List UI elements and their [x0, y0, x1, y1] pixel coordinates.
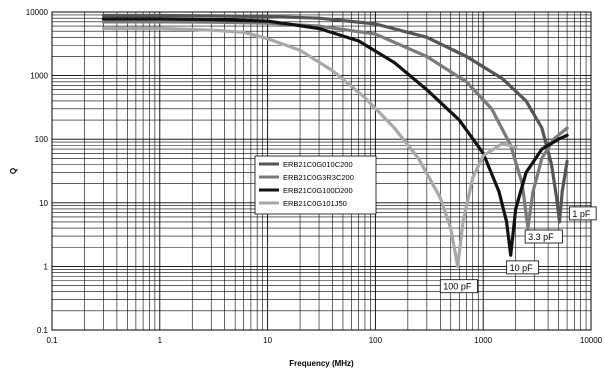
x-tick-label: 1000 [474, 336, 492, 345]
x-tick-label: 1 [158, 336, 163, 345]
y-tick-label: 100 [35, 135, 49, 144]
x-tick-label: 0.1 [46, 336, 58, 345]
x-tick-label: 10000 [580, 336, 603, 345]
series-line-4 [101, 26, 518, 268]
y-tick-label: 10 [39, 199, 48, 208]
tick-labels: 0.1 1 10 100 1000 10000 0.1 1 10 100 1000 10000 [26, 8, 603, 345]
y-axis-title: Q [9, 168, 18, 174]
legend: ERB21C0G010C200 ERB21C0G3R3C200 ERB21C0G10… [254, 155, 377, 215]
legend-label: ERB21C0G101J50 [283, 199, 347, 208]
callout-label: 100 pF [443, 282, 472, 292]
y-tick-label: 1 [44, 262, 49, 271]
y-tick-label: 10000 [26, 8, 49, 17]
grid [51, 12, 591, 331]
legend-label: ERB21C0G010C200 [283, 160, 353, 169]
y-tick-label: 1000 [30, 72, 48, 81]
callout-label: 3.3 pF [528, 232, 554, 242]
series-line-3 [101, 17, 569, 257]
callout-box [439, 279, 478, 294]
series-line-2 [101, 20, 569, 230]
plot-area-border [51, 11, 592, 331]
x-tick-label: 10 [263, 336, 272, 345]
series-lines [101, 13, 569, 268]
callout-box [568, 206, 597, 221]
series-line-1 [101, 13, 569, 224]
y-tick-label: 0.1 [37, 326, 49, 335]
callout-label: 10 pF [510, 263, 534, 273]
callout-box [524, 229, 563, 244]
x-axis-title: Frequency (MHz) [289, 359, 354, 368]
plot-frame [51, 11, 592, 331]
x-tick-label: 100 [369, 336, 383, 345]
callout-box [506, 260, 540, 275]
legend-label: ERB21C0G100D200 [283, 186, 353, 195]
legend-label: ERB21C0G3R3C200 [283, 173, 354, 182]
series-callouts: 1 pF 3.3 pF 10 pF 100 pF [439, 206, 597, 294]
callout-label: 1 pF [572, 209, 591, 219]
